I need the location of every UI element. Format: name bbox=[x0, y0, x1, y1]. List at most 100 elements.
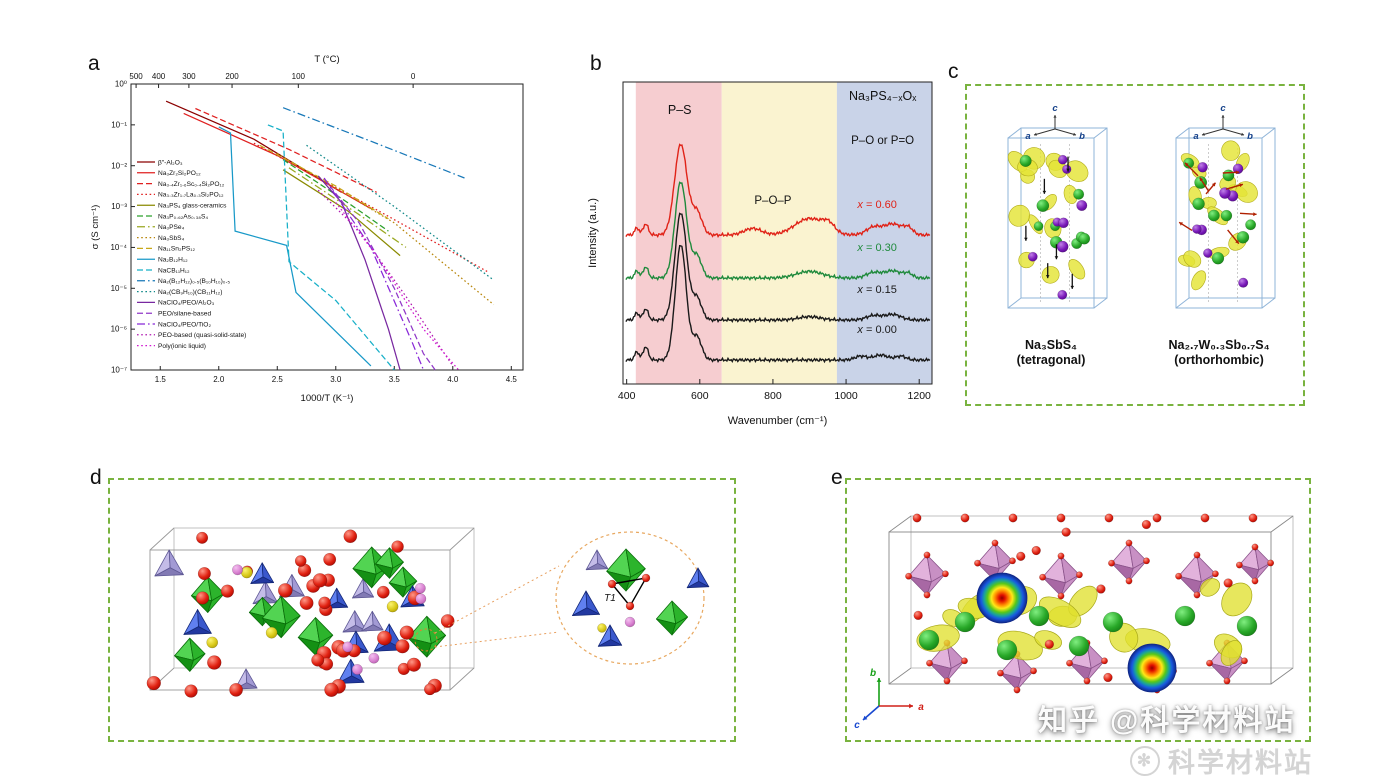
atom-sphere bbox=[206, 636, 219, 649]
ps-label: P–S bbox=[668, 103, 692, 117]
series-line bbox=[195, 107, 377, 193]
isosurface-blob bbox=[1008, 204, 1030, 227]
atom-sphere bbox=[318, 596, 332, 610]
conductivity-arrhenius-plot: 10⁰ 10⁻¹ 10⁻² 10⁻³ 10⁻⁴ 10⁻⁵ 10⁻⁶ 10⁻⁷ 1.5 2.0 2.5… bbox=[90, 54, 524, 404]
atom-sphere bbox=[323, 552, 337, 566]
atom-sphere bbox=[1141, 519, 1152, 530]
axis-label-b: b bbox=[1079, 131, 1085, 142]
atom-sphere bbox=[1193, 551, 1201, 559]
axis-label-a: a bbox=[1025, 131, 1030, 142]
atom-sphere bbox=[625, 601, 635, 611]
atom-sphere bbox=[1174, 605, 1196, 627]
atom-sphere bbox=[1056, 513, 1066, 523]
watermark-logo-icon: ✻ bbox=[1130, 745, 1160, 776]
atom-sphere bbox=[1058, 217, 1069, 229]
phase-left: (tetragonal) bbox=[1016, 353, 1086, 367]
legend-label: PEO/silane-based bbox=[158, 311, 211, 318]
atom-sphere bbox=[905, 572, 913, 580]
atom-sphere bbox=[1057, 154, 1068, 165]
atom-sphere bbox=[1192, 224, 1202, 234]
formula-left: Na₃SbS₄ bbox=[1024, 338, 1078, 352]
atom-sphere bbox=[1197, 162, 1208, 173]
atom-sphere bbox=[343, 529, 358, 544]
atom-sphere bbox=[943, 677, 951, 685]
structure-tetragonal: c a b bbox=[1007, 103, 1108, 309]
octahedron bbox=[388, 566, 418, 598]
y-tick-label: 10⁻¹ bbox=[111, 120, 127, 129]
legend-label: Na₁₁Sn₂PS₁₂ bbox=[158, 246, 196, 253]
spectrum-curve bbox=[625, 244, 931, 364]
x-axis-title: 1000/T (K⁻¹) bbox=[301, 393, 354, 404]
atom-sphere bbox=[220, 584, 235, 598]
structure-column-right: c a b Na₂.₇W₀.₃Sb₀.₇S₄ (orthorhombic) bbox=[1135, 90, 1303, 404]
atom-sphere bbox=[1236, 230, 1250, 244]
atom-sphere bbox=[351, 663, 363, 675]
octahedron bbox=[655, 600, 689, 636]
x-tick-label: 4.5 bbox=[506, 375, 518, 384]
atom-sphere bbox=[1175, 572, 1183, 580]
isosurface-blob bbox=[1220, 640, 1243, 666]
crystal-structure-na3sbs4: c a b bbox=[1007, 103, 1108, 309]
atom-sphere bbox=[1031, 545, 1041, 556]
atom-sphere bbox=[1096, 584, 1106, 594]
atom-sphere bbox=[265, 626, 278, 639]
octahedron bbox=[908, 554, 946, 596]
atom-sphere bbox=[232, 564, 243, 576]
octahedron bbox=[297, 617, 334, 656]
octahedron bbox=[174, 637, 206, 672]
atom-sphere bbox=[342, 641, 354, 653]
tetrahedron bbox=[154, 549, 184, 577]
phase-right: (orthorhombic) bbox=[1174, 353, 1264, 367]
tetrahedron bbox=[342, 610, 367, 633]
atom-sphere bbox=[1030, 667, 1038, 675]
x-tick-label: 3.0 bbox=[330, 375, 342, 384]
atom-sphere bbox=[1036, 199, 1050, 212]
crystal-structure-isosurface: b a c bbox=[854, 513, 1294, 731]
plot-frame bbox=[622, 81, 933, 385]
y-tick-label: 10⁻³ bbox=[111, 202, 127, 211]
isosurface-blob bbox=[1200, 578, 1221, 597]
series-line bbox=[329, 185, 436, 371]
atom-sphere bbox=[391, 540, 404, 553]
atom-sphere bbox=[184, 684, 198, 698]
atom-sphere bbox=[415, 593, 427, 605]
octahedron bbox=[407, 615, 447, 658]
atom-sphere bbox=[1013, 686, 1021, 694]
axis-label-b: b bbox=[870, 668, 876, 679]
atom-sphere bbox=[240, 566, 253, 579]
y-tick-label: 10⁻² bbox=[111, 161, 127, 170]
axis-label-c: c bbox=[1220, 103, 1226, 114]
series-line bbox=[267, 124, 395, 371]
atom-sphere bbox=[1066, 659, 1073, 667]
atom-sphere bbox=[941, 570, 949, 578]
series-label: x = 0.00 bbox=[856, 324, 896, 336]
atom-sphere bbox=[1206, 659, 1213, 667]
atom-sphere bbox=[974, 559, 981, 567]
series-label: x = 0.60 bbox=[856, 199, 896, 211]
isosurface-blob bbox=[1221, 140, 1241, 161]
y-axis-title: Intensity (a.u.) bbox=[587, 198, 599, 268]
atom-sphere bbox=[1083, 677, 1091, 685]
tetrahedron bbox=[686, 567, 710, 589]
atom-sphere bbox=[597, 623, 607, 633]
atom-sphere bbox=[399, 625, 414, 640]
atom-sphere bbox=[1192, 197, 1205, 211]
atom-sphere bbox=[1103, 672, 1113, 683]
atom-sphere bbox=[1203, 248, 1213, 258]
legend-label: β″-Al₂O₃ bbox=[158, 159, 183, 166]
atom-sphere bbox=[1194, 176, 1208, 189]
isosurface-blob bbox=[1065, 160, 1089, 182]
watermark-zhihu: 知乎 @科学材料站 bbox=[1038, 705, 1296, 737]
atom-sphere bbox=[207, 655, 222, 670]
atom-sphere bbox=[146, 675, 161, 691]
atom-sphere bbox=[1245, 219, 1257, 231]
atom-sphere bbox=[961, 657, 968, 665]
isosurface-blob bbox=[1221, 582, 1253, 617]
x-tick-label: 2.5 bbox=[272, 375, 284, 384]
legend-label: Na₃PS₄ glass-ceramics bbox=[158, 203, 227, 210]
octahedron bbox=[929, 642, 965, 682]
series-line bbox=[165, 100, 342, 193]
atom-sphere bbox=[229, 682, 243, 697]
y-tick-label: 10⁰ bbox=[115, 80, 127, 89]
top-tick-label: 100 bbox=[292, 72, 306, 81]
